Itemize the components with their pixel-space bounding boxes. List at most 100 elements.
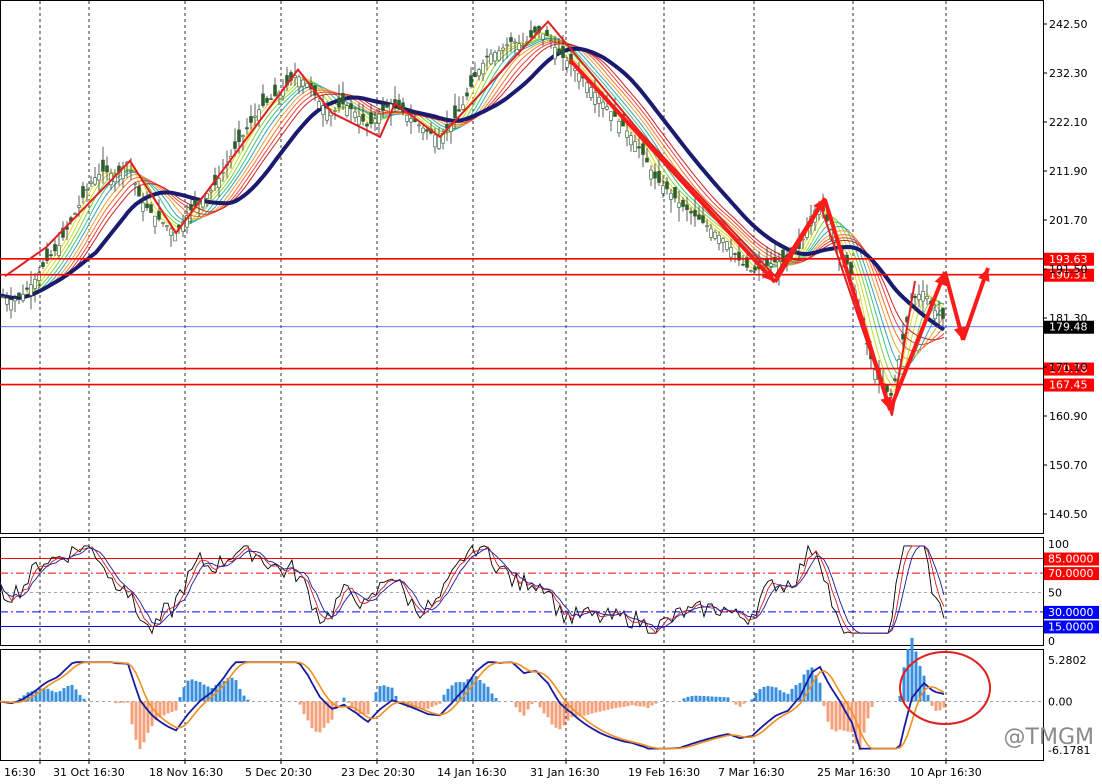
watermark: @TMGM [1003, 725, 1094, 750]
candle-body [265, 97, 269, 103]
level-label-box [1044, 378, 1094, 392]
candle-body [901, 333, 905, 340]
candle-body [509, 37, 513, 42]
candle-body [737, 251, 741, 261]
candle-body [765, 259, 769, 266]
osc-bar [490, 693, 494, 702]
candle-body [529, 30, 533, 38]
osc-bar [698, 695, 702, 702]
osc-bar [458, 681, 462, 702]
osc-bar [154, 701, 158, 721]
price-tick: 201.70 [1049, 214, 1088, 227]
osc-bar [202, 684, 206, 702]
osc-bar [538, 701, 542, 708]
candle-body [373, 118, 377, 124]
candle-body [217, 178, 221, 188]
osc-bar [434, 701, 438, 706]
osc-bar [310, 701, 314, 729]
osc-bar [770, 686, 774, 702]
candle-body [297, 76, 301, 88]
candle-body [553, 46, 557, 60]
candle-body [625, 130, 629, 138]
osc-bar [690, 695, 694, 702]
osc-bar [438, 701, 442, 704]
osc-bar [382, 685, 386, 702]
candle-body [653, 171, 657, 179]
candle-body [377, 113, 381, 124]
osc-bar [82, 698, 86, 702]
osc-bar [650, 701, 654, 706]
osc-bar [162, 701, 166, 716]
osc-bar [782, 692, 786, 702]
candle-body [485, 55, 489, 58]
stoch-level-label: 85.0000 [1048, 553, 1094, 566]
candle-body [925, 296, 929, 299]
candle-body [189, 204, 193, 211]
candle-body [273, 84, 277, 97]
candle-body [933, 310, 937, 319]
osc-bar [726, 697, 730, 702]
osc-bar [898, 695, 902, 702]
candle-body [577, 72, 581, 82]
osc-bar [486, 686, 490, 702]
osc-bar [734, 701, 738, 705]
osc-bar [218, 682, 222, 702]
candle-body [1, 296, 5, 298]
osc-bar [414, 701, 418, 709]
osc-bar [562, 701, 566, 726]
candle-body [589, 87, 593, 98]
candle-body [709, 228, 713, 238]
arrow-head [934, 272, 946, 286]
osc-bar [122, 701, 126, 703]
osc-bar [238, 688, 242, 702]
osc-bar [942, 701, 946, 708]
price-tick: 222.10 [1049, 116, 1088, 129]
osc-bar [622, 701, 626, 707]
osc-bar [306, 701, 310, 721]
candle-body [385, 104, 389, 108]
candle-body [657, 170, 661, 183]
stochastic-pane [0, 544, 1043, 635]
osc-bar [906, 649, 910, 702]
time-label: 10 Apr 16:30 [910, 766, 982, 779]
stoch-level-label: 30.0000 [1048, 606, 1094, 619]
osc-bar [182, 687, 186, 702]
candle-body [545, 29, 549, 36]
candle-body [941, 307, 945, 319]
arrow-head [880, 396, 893, 410]
time-label: 19 Feb 16:30 [628, 766, 700, 779]
candle-body [721, 238, 725, 243]
stoch-level-box [1044, 552, 1099, 566]
osc-bar [594, 701, 598, 713]
price-tick: 242.50 [1049, 18, 1088, 31]
osc-bar [322, 701, 326, 728]
candle-body [165, 225, 169, 228]
osc-bar [634, 701, 638, 706]
osc-bar [234, 680, 238, 702]
candle-body [665, 181, 669, 190]
osc-bar [618, 701, 622, 708]
candle-body [457, 109, 461, 112]
candle-body [133, 183, 137, 185]
time-label: 16:30 [4, 766, 36, 779]
osc-bar [706, 696, 710, 702]
osc-tick: 5.2802 [1048, 654, 1087, 667]
osc-bar [366, 701, 370, 715]
osc-bar [230, 677, 234, 702]
stoch-level-box [1044, 567, 1099, 581]
osc-bar [578, 701, 582, 717]
osc-bar [478, 679, 482, 702]
osc-bar [174, 701, 178, 711]
osc-bar [130, 701, 134, 725]
candle-body [157, 211, 161, 220]
osc-bar [654, 701, 658, 704]
candle-body [465, 92, 469, 97]
osc-bar [930, 701, 934, 706]
candle-body [769, 263, 773, 267]
candle-body [333, 110, 337, 112]
osc-bar [58, 691, 62, 702]
osc-bar [470, 677, 474, 702]
osc-bar [178, 697, 182, 702]
osc-bar [766, 685, 770, 702]
